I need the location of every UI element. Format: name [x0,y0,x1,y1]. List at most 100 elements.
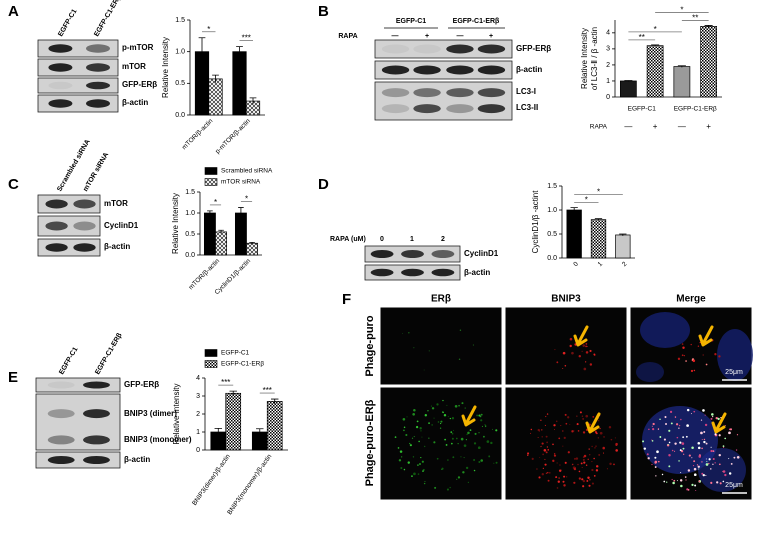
signal-dot [598,453,601,456]
blot-band [477,88,506,98]
signal-dot [710,468,712,470]
signal-dot [421,436,423,438]
signal-dot [544,463,547,466]
signal-dot [554,349,556,351]
blot-band [83,435,110,445]
signal-dot [591,461,593,463]
signal-dot [545,472,548,474]
signal-dot [668,441,671,444]
signal-dot [462,471,465,474]
legend-swatch [204,360,218,368]
signal-dot [457,443,459,445]
signal-dot [646,453,649,456]
blot-strip [374,39,513,59]
signal-dot [411,475,413,477]
signal-dot [578,355,581,358]
signal-dot [683,453,685,455]
blot-band [45,199,68,209]
y-tick-label: 2 [196,411,200,418]
signal-dot [537,428,540,432]
signal-dot [656,450,659,454]
signal-dot [661,473,664,476]
y-tick-label: 0.0 [175,112,185,119]
signal-dot [548,472,551,474]
x-tick-label: + [706,122,711,131]
signal-dot [699,342,701,344]
signal-dot [588,484,591,487]
signal-dot [680,484,683,488]
y-tick-label: 0 [606,94,610,101]
band-label: p-mTOR [122,43,154,52]
blot-band [381,88,410,98]
signal-dot [440,422,442,425]
signal-dot [598,420,600,422]
arrow [698,325,714,347]
signal-dot [418,463,422,466]
y-tick-label: 3 [606,46,610,53]
signal-dot [589,454,591,456]
signal-dot [480,413,483,416]
y-axis-label: Relative Intensity [171,193,180,254]
signal-dot [478,460,481,463]
signal-dot [485,425,487,428]
error-bar [198,37,206,66]
signal-dot [562,351,566,355]
signal-dot [583,454,587,458]
panel-letter: D [318,176,329,193]
signal-dot [582,458,585,461]
signal-dot [714,353,717,356]
micrograph [504,306,628,386]
signal-dot [562,430,564,432]
signal-dot [718,434,721,437]
nucleus [640,312,690,348]
y-tick-label: 4 [196,375,200,382]
signal-dot [728,431,731,435]
signal-dot [701,439,703,440]
signal-dot [454,404,458,408]
signal-dot [480,416,482,418]
signal-dot [719,482,722,485]
blot-band [47,435,75,445]
signal-dot [439,427,442,429]
signal-dot [700,431,703,435]
treatment-label: RAPA (uM) [330,236,366,243]
signal-dot [422,470,424,472]
signal-dot [581,478,584,481]
band-label: mTOR [104,199,128,208]
x-group-label: EGFP-C1-ERβ [674,106,717,113]
signal-dot [673,479,676,482]
signal-dot [670,422,673,425]
signal-dot [593,457,595,460]
signal-dot [451,442,453,445]
signal-dot [700,419,703,421]
signal-dot [413,408,416,412]
signal-dot [702,409,705,412]
signal-dot [402,417,406,421]
signal-dot [405,433,408,437]
y-tick-label: 0.0 [185,252,195,259]
signal-dot [686,424,689,427]
signal-dot [575,457,579,460]
blot-band [413,104,441,114]
significance-label: ** [639,33,645,42]
signal-dot [648,428,650,431]
bar [673,66,691,98]
signal-dot [398,459,402,462]
bar [208,78,223,116]
signal-dot [424,480,426,482]
signal-dot [710,481,713,484]
signal-dot [615,449,618,452]
signal-dot [581,350,583,352]
signal-dot [411,437,414,439]
signal-dot [567,416,570,419]
signal-dot [728,458,730,460]
signal-dot [449,417,452,420]
signal-dot [697,441,701,445]
signal-dot [433,417,435,419]
blot-band [431,250,455,258]
signal-dot [412,456,415,458]
signal-dot [694,484,697,487]
signal-dot [702,473,705,477]
signal-dot [591,482,594,485]
signal-dot [416,420,419,423]
